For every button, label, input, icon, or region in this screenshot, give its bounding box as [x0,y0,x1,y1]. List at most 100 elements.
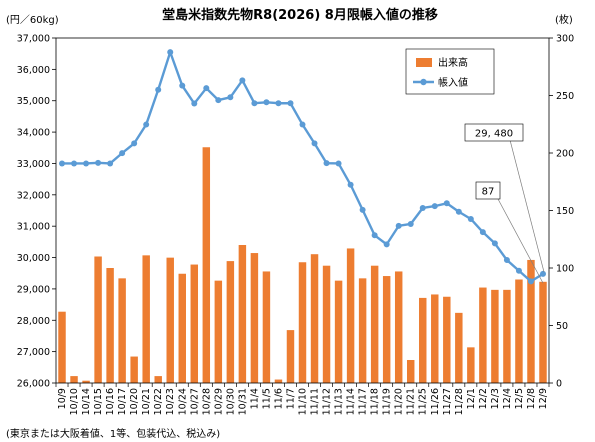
x-tick-label: 11/20 [394,388,405,415]
volume-bar [154,376,162,383]
left-tick-label: 36,000 [17,65,50,76]
price-point [323,160,330,167]
x-tick-label: 10/16 [105,388,116,415]
price-point [527,278,534,285]
right-tick-label: 50 [556,321,568,332]
left-tick-label: 26,000 [17,379,50,390]
x-tick-label: 11/5 [261,388,272,409]
x-tick-label: 10/10 [69,388,80,415]
x-tick-label: 10/31 [237,388,248,415]
right-tick-label: 250 [556,91,574,102]
volume-bar [94,256,102,383]
left-tick-label: 28,000 [17,316,50,327]
price-point [515,267,522,274]
price-point [491,240,498,247]
x-tick-label: 10/27 [189,388,200,415]
price-point [371,232,378,239]
price-point [143,121,150,128]
price-point [191,100,198,107]
left-tick-label: 32,000 [17,190,50,201]
x-tick-label: 11/4 [249,388,260,409]
x-tick-label: 11/17 [358,388,369,415]
x-tick-label: 11/25 [418,388,429,415]
x-tick-label: 12/4 [502,388,513,409]
price-point [539,270,546,277]
volume-bar [118,278,126,383]
price-point [395,222,402,229]
volume-bar [298,262,307,383]
volume-bar [250,253,259,383]
price-point [227,94,234,101]
volume-bar [455,312,463,383]
right-tick-label: 300 [556,34,574,45]
price-point [251,100,258,107]
price-point [275,100,282,107]
volume-bar [334,280,343,383]
price-point [71,160,78,167]
x-tick-label: 11/6 [273,388,284,409]
price-point [179,82,186,89]
volume-bar [58,311,66,383]
volume-bar [142,255,150,383]
volume-bar [346,248,355,383]
x-tick-label: 10/14 [81,388,92,415]
volume-bar [130,356,138,383]
volume-bar [286,330,295,383]
volume-bar [503,289,511,383]
left-axis-unit: (円／60kg) [6,14,59,26]
left-axis: 26,000 27,000 28,000 29,000 30,000 31,000 32,0… [17,34,56,390]
price-point [335,160,342,167]
volume-bar [82,380,90,383]
price-point [287,100,294,107]
x-tick-label: 10/28 [201,388,212,415]
x-tick-label: 11/19 [382,388,393,415]
right-axis-unit: (枚) [555,13,573,26]
x-tick-label: 10/15 [93,388,104,415]
x-tick-label: 10/30 [225,388,236,415]
price-point [503,257,510,264]
volume-bar [106,268,114,383]
price-point [59,160,66,167]
volume-bar [515,279,523,383]
volume-bar [166,257,174,383]
volume-bar [467,347,475,383]
price-point [299,121,306,128]
price-point [203,85,210,92]
left-tick-label: 35,000 [17,96,50,107]
legend: 出来高 帳入値 [405,48,495,95]
volume-bar [238,245,247,383]
volume-bar [527,259,535,383]
left-tick-label: 34,000 [17,128,50,139]
legend-label-price: 帳入値 [438,76,468,89]
price-point [263,99,270,106]
x-tick-label: 11/21 [406,388,417,415]
x-tick-label: 12/5 [514,388,525,409]
chart-note: (東京または大阪着値、1等、包装代込、税込み) [6,427,220,440]
right-axis: 0 50 100 150 200 250 300 [549,34,574,390]
left-tick-label: 37,000 [17,34,50,45]
x-tick-label: 12/1 [466,388,477,409]
price-point [155,86,162,93]
right-tick-label: 100 [556,264,574,275]
price-point [443,200,450,207]
callouts: 29, 480 87 [464,123,545,284]
price-point [119,150,126,157]
x-tick-label: 10/24 [177,388,188,415]
callout-leader-volume [497,198,544,284]
chart-title: 堂島米指数先物R8(2026) 8月限帳入値の推移 [162,7,438,23]
price-point [107,160,114,167]
x-tick-label: 11/7 [285,388,296,409]
volume-bar [70,376,78,383]
legend-box [405,48,495,95]
legend-swatch-price-marker [420,78,427,86]
callout-box-volume [475,181,501,200]
price-line [59,49,546,285]
x-tick-label: 11/26 [430,388,441,415]
x-tick-label: 12/3 [490,388,501,409]
callout-label-volume: 87 [482,187,495,198]
price-point [383,241,390,248]
x-tick-label: 10/9 [57,388,68,409]
right-tick-label: 150 [556,206,574,217]
x-tick-label: 11/28 [454,388,465,415]
x-tick-label: 11/11 [310,388,321,415]
